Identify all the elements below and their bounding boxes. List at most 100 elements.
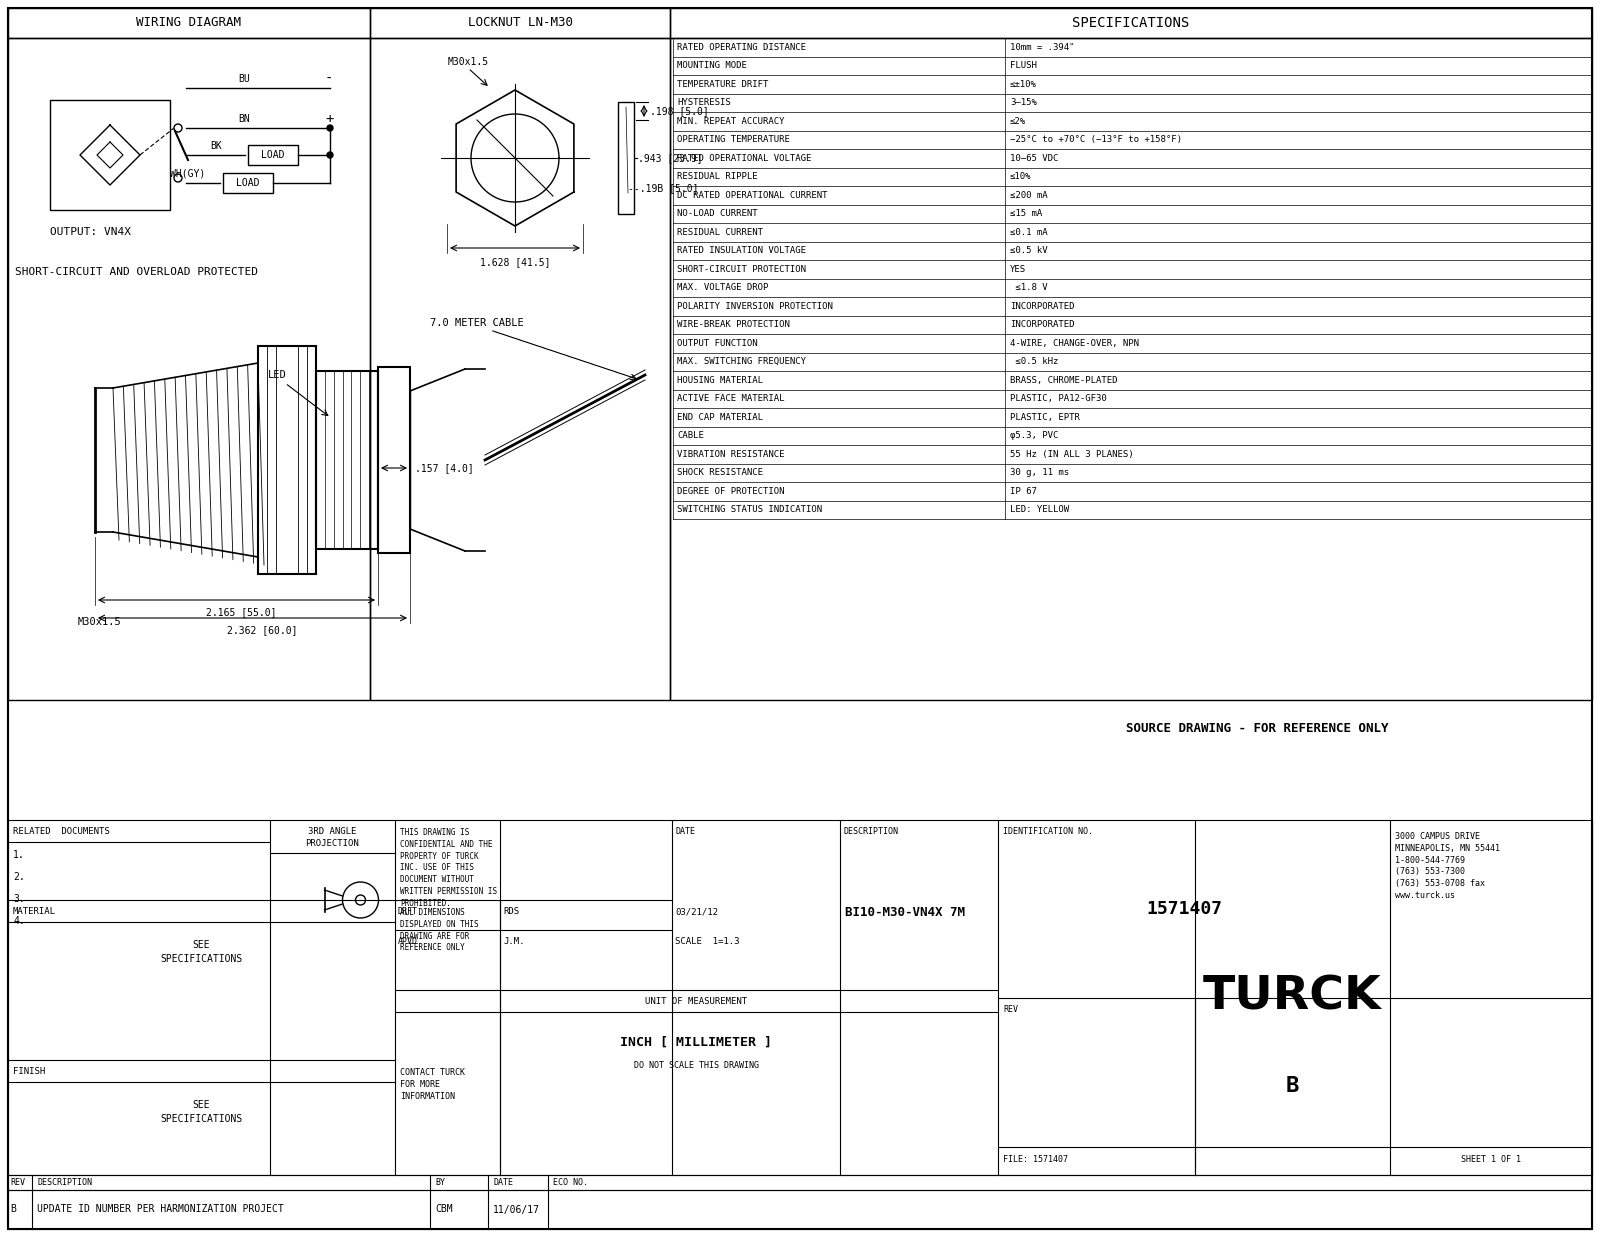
Text: MIN. REPEAT ACCURACY: MIN. REPEAT ACCURACY: [677, 116, 784, 126]
Text: HYSTERESIS: HYSTERESIS: [677, 98, 731, 108]
Text: RDS: RDS: [502, 908, 518, 917]
Text: ≤2%: ≤2%: [1010, 116, 1026, 126]
Text: CONTACT TURCK
FOR MORE
INFORMATION: CONTACT TURCK FOR MORE INFORMATION: [400, 1068, 466, 1101]
Text: DESCRIPTION: DESCRIPTION: [843, 828, 898, 836]
Text: J.M.: J.M.: [502, 938, 525, 946]
Text: MAX. VOLTAGE DROP: MAX. VOLTAGE DROP: [677, 283, 768, 292]
Text: BRASS, CHROME-PLATED: BRASS, CHROME-PLATED: [1010, 376, 1117, 385]
Text: B: B: [1286, 1076, 1299, 1096]
Bar: [8, 1190, 1592, 1230]
Text: 1.628 [41.5]: 1.628 [41.5]: [480, 257, 550, 267]
Text: FILE: 1571407: FILE: 1571407: [1003, 1154, 1069, 1164]
Text: UNIT OF MEASUREMENT: UNIT OF MEASUREMENT: [645, 997, 747, 1007]
Bar: [370, 38, 670, 700]
Text: DATE: DATE: [675, 828, 694, 836]
Text: REV: REV: [1003, 1004, 1018, 1014]
Text: LOCKNUT LN-M30: LOCKNUT LN-M30: [467, 16, 573, 30]
Bar: [8, 1175, 1592, 1190]
Text: 2.362 [60.0]: 2.362 [60.0]: [227, 625, 298, 635]
Text: IP 67: IP 67: [1010, 486, 1037, 496]
Text: ≤0.5 kV: ≤0.5 kV: [1010, 246, 1048, 255]
Text: 3000 CAMPUS DRIVE
MINNEAPOLIS, MN 55441
1-800-544-7769
(763) 553-7300
(763) 553-: 3000 CAMPUS DRIVE MINNEAPOLIS, MN 55441 …: [1395, 833, 1501, 901]
Text: UPDATE ID NUMBER PER HARMONIZATION PROJECT: UPDATE ID NUMBER PER HARMONIZATION PROJE…: [37, 1205, 283, 1215]
Text: ≤0.5 kHz: ≤0.5 kHz: [1010, 357, 1058, 366]
Text: REV: REV: [10, 1178, 26, 1188]
Text: PLASTIC, EPTR: PLASTIC, EPTR: [1010, 413, 1080, 422]
Text: WIRING DIAGRAM: WIRING DIAGRAM: [136, 16, 242, 30]
Text: PROJECTION: PROJECTION: [306, 840, 360, 849]
Text: IDENTIFICATION NO.: IDENTIFICATION NO.: [1003, 828, 1093, 836]
Text: DRFT: DRFT: [398, 908, 418, 917]
Text: BI10-M30-VN4X 7M: BI10-M30-VN4X 7M: [845, 905, 965, 919]
Text: LED: YELLOW: LED: YELLOW: [1010, 505, 1069, 515]
Text: .198 [5.0]: .198 [5.0]: [650, 106, 709, 116]
Text: END CAP MATERIAL: END CAP MATERIAL: [677, 413, 763, 422]
Text: YES: YES: [1010, 265, 1026, 273]
Text: 11/06/17: 11/06/17: [493, 1205, 541, 1215]
Text: SEE
SPECIFICATIONS: SEE SPECIFICATIONS: [160, 1101, 243, 1123]
Bar: [618, 101, 634, 214]
Text: SHEET 1 OF 1: SHEET 1 OF 1: [1461, 1154, 1522, 1164]
Text: −25°C to +70°C (−13°F to +158°F): −25°C to +70°C (−13°F to +158°F): [1010, 135, 1182, 145]
Text: φ5.3, PVC: φ5.3, PVC: [1010, 432, 1058, 440]
Text: 03/21/12: 03/21/12: [675, 908, 718, 917]
Text: LED: LED: [269, 370, 286, 380]
Bar: [670, 7, 1592, 38]
Text: DC RATED OPERATIONAL CURRENT: DC RATED OPERATIONAL CURRENT: [677, 190, 827, 199]
Text: 10–65 VDC: 10–65 VDC: [1010, 153, 1058, 163]
Text: DEGREE OF PROTECTION: DEGREE OF PROTECTION: [677, 486, 784, 496]
Text: 4-WIRE, CHANGE-OVER, NPN: 4-WIRE, CHANGE-OVER, NPN: [1010, 339, 1139, 348]
Text: HOUSING MATERIAL: HOUSING MATERIAL: [677, 376, 763, 385]
Text: 10mm = .394": 10mm = .394": [1010, 43, 1075, 52]
Text: SWITCHING STATUS INDICATION: SWITCHING STATUS INDICATION: [677, 505, 822, 515]
Text: RATED INSULATION VOLTAGE: RATED INSULATION VOLTAGE: [677, 246, 806, 255]
Text: ≤200 mA: ≤200 mA: [1010, 190, 1048, 199]
Bar: [370, 7, 670, 38]
Text: ≤±10%: ≤±10%: [1010, 79, 1037, 89]
Text: WH(GY): WH(GY): [170, 169, 205, 179]
Text: SPECIFICATIONS: SPECIFICATIONS: [1072, 16, 1190, 30]
Text: POLARITY INVERSION PROTECTION: POLARITY INVERSION PROTECTION: [677, 302, 834, 310]
Bar: [8, 7, 370, 38]
Text: .157 [4.0]: .157 [4.0]: [414, 463, 474, 473]
Bar: [50, 100, 170, 210]
Text: RATED OPERATIONAL VOLTAGE: RATED OPERATIONAL VOLTAGE: [677, 153, 811, 163]
Text: RELATED  DOCUMENTS: RELATED DOCUMENTS: [13, 828, 110, 836]
Bar: [378, 367, 410, 553]
Text: PLASTIC, PA12-GF30: PLASTIC, PA12-GF30: [1010, 395, 1107, 403]
Text: TURCK: TURCK: [1203, 975, 1382, 1021]
Text: FLUSH: FLUSH: [1010, 62, 1037, 71]
Text: SCALE  1=1.3: SCALE 1=1.3: [675, 938, 739, 946]
Text: MOUNTING MODE: MOUNTING MODE: [677, 62, 747, 71]
Text: SHORT-CIRCUIT PROTECTION: SHORT-CIRCUIT PROTECTION: [677, 265, 806, 273]
Text: ≤1.8 V: ≤1.8 V: [1010, 283, 1048, 292]
Text: M30x1.5: M30x1.5: [448, 57, 490, 67]
Bar: [248, 145, 298, 165]
Text: OUTPUT FUNCTION: OUTPUT FUNCTION: [677, 339, 758, 348]
Bar: [258, 346, 317, 574]
Text: BU: BU: [238, 74, 250, 84]
Bar: [222, 173, 274, 193]
Text: BK: BK: [210, 141, 222, 151]
Text: 3–15%: 3–15%: [1010, 98, 1037, 108]
Text: BY: BY: [435, 1178, 445, 1188]
Text: NO-LOAD CURRENT: NO-LOAD CURRENT: [677, 209, 758, 218]
Text: RESIDUAL CURRENT: RESIDUAL CURRENT: [677, 228, 763, 236]
Text: OUTPUT: VN4X: OUTPUT: VN4X: [50, 228, 131, 238]
Text: VIBRATION RESISTANCE: VIBRATION RESISTANCE: [677, 450, 784, 459]
Text: CABLE: CABLE: [677, 432, 704, 440]
Text: DO NOT SCALE THIS DRAWING: DO NOT SCALE THIS DRAWING: [634, 1060, 758, 1070]
Text: ≤0.1 mA: ≤0.1 mA: [1010, 228, 1048, 236]
Text: LOAD: LOAD: [237, 178, 259, 188]
Text: --.19B [5.0]: --.19B [5.0]: [627, 183, 699, 193]
Text: DESCRIPTION: DESCRIPTION: [37, 1178, 93, 1188]
Text: B: B: [10, 1205, 16, 1215]
Text: FINISH: FINISH: [13, 1068, 45, 1076]
Text: INCORPORATED: INCORPORATED: [1010, 320, 1075, 329]
Text: THIS DRAWING IS
CONFIDENTIAL AND THE
PROPERTY OF TURCK
INC. USE OF THIS
DOCUMENT: THIS DRAWING IS CONFIDENTIAL AND THE PRO…: [400, 828, 498, 908]
Text: 2.165 [55.0]: 2.165 [55.0]: [206, 607, 277, 617]
Text: SEE
SPECIFICATIONS: SEE SPECIFICATIONS: [160, 940, 243, 964]
Text: 2.: 2.: [13, 872, 24, 882]
Text: SHORT-CIRCUIT AND OVERLOAD PROTECTED: SHORT-CIRCUIT AND OVERLOAD PROTECTED: [14, 267, 258, 277]
Bar: [317, 371, 378, 549]
